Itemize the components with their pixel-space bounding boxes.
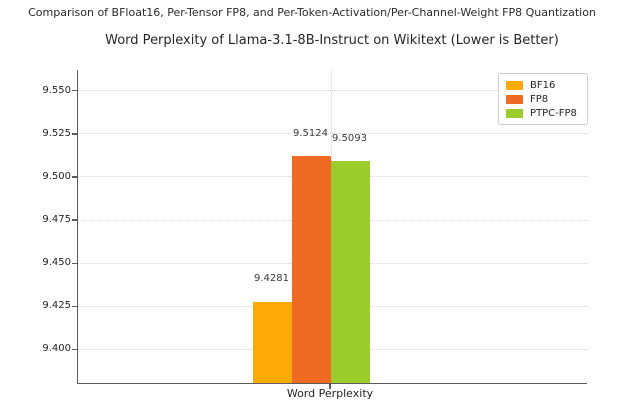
y-tick-mark [72,219,77,221]
legend-item-fp8: FP8 [506,93,577,105]
plot-area [77,70,587,384]
x-tick-mark [329,384,331,389]
legend-swatch [506,80,523,90]
legend-label: BF16 [530,79,556,91]
bar-ptpc-fp8 [331,161,370,383]
y-tick-mark [72,90,77,92]
bar-fp8 [292,156,331,383]
bar-value-label: 9.4281 [254,273,289,284]
x-category-label: Word Perplexity [286,387,374,400]
chart-title: Word Perplexity of Llama-3.1-8B-Instruct… [105,33,559,48]
y-tick-mark [72,133,77,135]
legend-item-bf16: BF16 [506,79,577,91]
y-tick-mark [72,348,77,351]
y-tick-label: 9.475 [42,214,71,226]
legend-swatch [506,108,523,118]
y-gridline [78,90,587,92]
legend-swatch [506,94,523,104]
y-tick-label: 9.450 [42,257,71,269]
y-gridline [78,133,587,135]
figure-suptitle: Comparison of BFloat16, Per-Tensor FP8, … [28,6,596,19]
y-tick-mark [72,305,77,308]
y-tick-label: 9.425 [42,300,71,312]
y-tick-mark [72,262,77,264]
legend: BF16 FP8 PTPC-FP8 [498,73,588,125]
y-tick-label: 9.500 [42,170,71,182]
legend-label: FP8 [530,93,549,105]
bar-value-label: 9.5124 [293,127,328,139]
y-tick-label: 9.550 [42,84,71,96]
y-tick-label: 9.400 [42,343,71,355]
legend-label: PTPC-FP8 [530,107,577,119]
legend-item-ptpc-fp8: PTPC-FP8 [506,107,577,119]
y-tick-label: 9.525 [42,127,71,139]
bar-bf16 [253,301,292,383]
y-tick-mark [72,176,77,178]
bar-value-label: 9.5093 [332,132,367,144]
